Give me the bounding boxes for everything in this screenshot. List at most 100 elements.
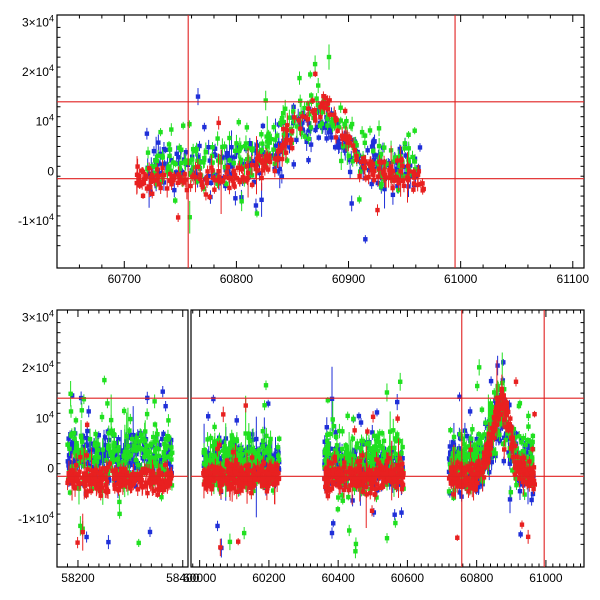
data-point [209, 165, 214, 170]
data-point [123, 456, 128, 461]
data-point [227, 456, 232, 461]
data-point [335, 451, 340, 456]
data-point [128, 443, 134, 448]
data-point [338, 105, 343, 110]
data-point [335, 463, 340, 468]
data-point [287, 115, 292, 120]
data-point [224, 151, 230, 156]
data-point [133, 439, 138, 444]
data-point [198, 172, 203, 177]
data-point [395, 172, 400, 177]
data-point [272, 455, 278, 460]
data-point [148, 184, 153, 190]
data-point [378, 152, 384, 157]
data-point [189, 168, 194, 173]
data-point [201, 461, 207, 466]
data-point [334, 117, 339, 122]
data-point [163, 445, 169, 451]
data-point [520, 482, 525, 487]
data-point [359, 159, 364, 165]
data-point [336, 140, 341, 146]
data-point [358, 420, 364, 425]
data-point [305, 106, 311, 111]
data-point [253, 457, 258, 463]
data-point [248, 168, 253, 173]
data-point [173, 198, 178, 203]
data-point [234, 175, 240, 181]
data-point [327, 112, 333, 117]
data-point [397, 379, 403, 384]
data-point [413, 167, 418, 172]
data-point [343, 148, 348, 153]
y-tick-label: 3×104 [22, 309, 54, 325]
data-point [264, 433, 269, 439]
data-point [297, 98, 303, 104]
data-point [447, 451, 453, 457]
data-point [346, 140, 351, 145]
data-point [349, 201, 354, 206]
data-point [130, 447, 135, 453]
data-point [212, 457, 217, 463]
data-point [247, 141, 253, 146]
data-point [285, 123, 290, 128]
data-point [246, 450, 251, 455]
data-point [381, 170, 386, 176]
data-point [104, 458, 109, 463]
data-point [272, 156, 278, 161]
data-point [230, 178, 235, 183]
data-point [90, 447, 96, 452]
data-point [530, 491, 536, 497]
data-point [211, 175, 216, 181]
data-point [152, 164, 158, 169]
data-point [161, 180, 167, 185]
data-point [358, 169, 363, 174]
data-point [247, 438, 253, 444]
data-point [314, 124, 320, 130]
data-point [87, 436, 93, 442]
data-point [237, 179, 242, 184]
data-point [152, 399, 157, 404]
data-point [215, 177, 220, 183]
data-point [371, 148, 376, 154]
data-point [372, 152, 377, 157]
data-point [349, 121, 355, 127]
data-point [334, 443, 340, 448]
data-point [352, 147, 357, 153]
data-point [294, 124, 300, 129]
data-point [70, 444, 75, 449]
data-point [259, 175, 264, 181]
data-point [207, 459, 212, 464]
data-point [215, 482, 220, 488]
data-point [140, 193, 146, 199]
data-point [325, 107, 331, 112]
data-point [149, 172, 155, 178]
data-point [250, 432, 255, 437]
data-point [406, 157, 411, 162]
data-point [313, 127, 318, 133]
data-point [138, 432, 144, 437]
data-point [359, 129, 365, 135]
data-point [168, 442, 173, 447]
data-point [393, 520, 398, 526]
data-point [362, 165, 368, 171]
data-point [167, 153, 172, 159]
data-point [132, 465, 138, 471]
data-point [324, 425, 329, 430]
data-point [342, 133, 347, 139]
data-point [153, 447, 158, 452]
data-point [169, 127, 174, 132]
data-point [307, 121, 312, 126]
data-point [257, 447, 262, 453]
series-red [134, 70, 426, 222]
data-point [291, 162, 296, 167]
data-point [72, 430, 77, 436]
data-point [212, 424, 217, 430]
data-point [331, 423, 336, 429]
data-point [171, 160, 176, 165]
data-point [400, 163, 405, 169]
data-point [467, 409, 473, 414]
data-point [162, 457, 167, 463]
data-point [259, 197, 264, 203]
data-point [144, 186, 150, 191]
